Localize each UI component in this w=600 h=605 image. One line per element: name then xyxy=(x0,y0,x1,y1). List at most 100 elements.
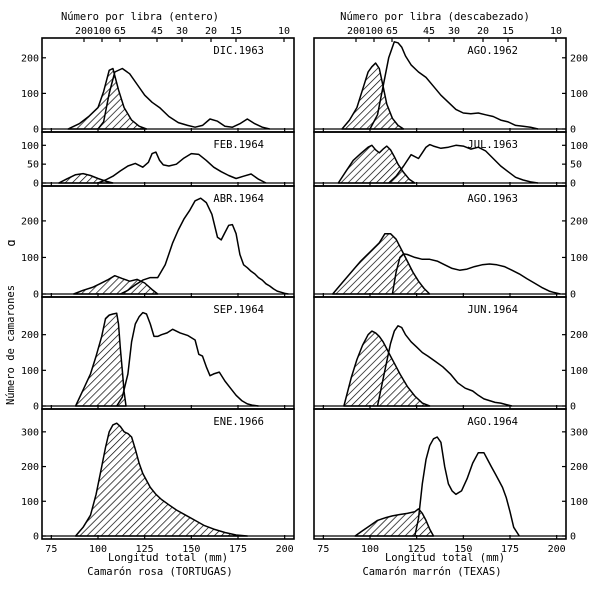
series-hatched-right-2 xyxy=(331,232,431,295)
left-species-label: Camarón rosa (TORTUGAS) xyxy=(87,566,232,578)
top-tick-label: 100 xyxy=(365,26,383,37)
panel-right-1: JUL.1963 0 50 100 xyxy=(313,131,588,190)
panel-right-2: AGO.1963 0 100 200 xyxy=(313,185,588,301)
left-marker: ɑ xyxy=(4,239,18,246)
y-tick-label: 200 xyxy=(21,330,39,341)
series-hatched-right-0 xyxy=(341,62,405,130)
y-tick-label: 0 xyxy=(33,179,39,190)
right-bottom-axis-label: Longitud total (mm) xyxy=(385,552,505,564)
series-hatched-right-4 xyxy=(354,508,435,537)
y-tick-label: 100 xyxy=(570,366,588,377)
right-top-axis-label: Número por libra (descabezado) xyxy=(340,11,530,23)
top-tick-label: 10 xyxy=(278,26,290,37)
panel-frame xyxy=(41,408,295,540)
y-tick-label: 200 xyxy=(21,53,39,64)
series-hatched-right-1 xyxy=(337,144,416,184)
y-tick-label: 100 xyxy=(570,141,588,152)
y-tick-label: 0 xyxy=(33,402,39,413)
series-open-right-2 xyxy=(391,253,561,295)
top-tick-label: 15 xyxy=(230,26,242,37)
panel-title: ENE.1966 xyxy=(213,416,264,428)
series-open-left-2 xyxy=(120,197,289,295)
panel-frame xyxy=(313,408,567,540)
x-tick-label: 75 xyxy=(317,544,329,555)
y-tick-label: 0 xyxy=(570,125,576,136)
y-tick-label: 200 xyxy=(570,462,588,473)
series-open-right-0 xyxy=(369,41,539,130)
left-top-axis-label: Número por libra (entero) xyxy=(61,11,219,23)
x-tick-label: 125 xyxy=(136,544,154,555)
y-tick-label: 50 xyxy=(27,160,39,171)
x-tick-label: 175 xyxy=(501,544,519,555)
panel-title: AGO.1964 xyxy=(467,416,518,428)
y-tick-label: 100 xyxy=(21,366,39,377)
y-tick-label: 0 xyxy=(33,290,39,301)
top-tick-label: 15 xyxy=(502,26,514,37)
panel-title: SEP.1964 xyxy=(213,304,264,316)
series-hatched-left-0 xyxy=(67,67,148,130)
top-tick-label: 200 xyxy=(347,26,365,37)
series-hatched-left-2 xyxy=(72,274,159,295)
top-tick-label: 45 xyxy=(151,26,163,37)
top-tick-label: 20 xyxy=(477,26,489,37)
y-tick-label: 300 xyxy=(21,427,39,438)
y-tick-label: 50 xyxy=(570,160,582,171)
series-open-left-3 xyxy=(116,311,259,407)
y-tick-label: 200 xyxy=(570,216,588,227)
x-tick-label: 150 xyxy=(454,544,472,555)
y-tick-label: 100 xyxy=(21,497,39,508)
x-tick-label: 125 xyxy=(408,544,426,555)
panel-right-3: JUN.1964 0 100 200 xyxy=(313,296,588,413)
y-tick-label: 200 xyxy=(570,330,588,341)
y-tick-label: 100 xyxy=(21,253,39,264)
panel-left-3: SEP.1964 0 100 200 xyxy=(21,296,295,413)
panel-title: DIC.1963 xyxy=(213,45,264,57)
y-tick-label: 200 xyxy=(570,53,588,64)
y-tick-label: 200 xyxy=(21,216,39,227)
top-tick-label: 200 xyxy=(75,26,93,37)
series-hatched-left-3 xyxy=(74,312,127,407)
right-species-label: Camarón marrón (TEXAS) xyxy=(362,566,501,578)
left-bottom-axis-label: Longitud total (mm) xyxy=(108,552,228,564)
top-tick-label: 10 xyxy=(550,26,562,37)
panel-left-4: ENE.1966 0 100 200 300 75 100 125 150 175 200 xyxy=(21,408,295,555)
panel-title: FEB.1964 xyxy=(213,139,264,151)
series-hatched-right-3 xyxy=(343,330,431,407)
x-tick-label: 75 xyxy=(45,544,57,555)
y-tick-label: 0 xyxy=(33,532,39,543)
x-tick-label: 200 xyxy=(548,544,566,555)
top-tick-label: 65 xyxy=(114,26,126,37)
top-tick-label: 100 xyxy=(93,26,111,37)
y-tick-label: 0 xyxy=(570,402,576,413)
y-tick-label: 0 xyxy=(570,532,576,543)
x-tick-label: 100 xyxy=(89,544,107,555)
y-tick-label: 100 xyxy=(21,89,39,100)
y-tick-label: 100 xyxy=(570,497,588,508)
top-tick-label: 30 xyxy=(176,26,188,37)
y-tick-label: 0 xyxy=(570,179,576,190)
series-open-left-1 xyxy=(97,151,267,184)
series-open-left-0 xyxy=(97,67,270,130)
y-tick-label: 300 xyxy=(570,427,588,438)
series-open-right-1 xyxy=(388,143,539,184)
panel-left-2: ABR.1964 0 100 200 xyxy=(21,185,295,301)
panel-title: JUL.1963 xyxy=(467,139,518,151)
y-axis-label: Número de camarones xyxy=(5,285,17,405)
x-tick-label: 200 xyxy=(276,544,294,555)
series-hatched-left-1 xyxy=(58,172,114,184)
y-tick-label: 0 xyxy=(33,125,39,136)
y-tick-label: 100 xyxy=(570,253,588,264)
panel-left-1: FEB.1964 0 50 100 xyxy=(21,131,295,190)
series-hatched-left-4 xyxy=(74,422,249,537)
panel-right-4: AGO.1964 0 100 200 300 75 100 125 150 175 200 xyxy=(313,408,588,555)
series-open-right-4 xyxy=(414,436,520,537)
panel-title: AGO.1963 xyxy=(467,193,518,205)
top-tick-label: 65 xyxy=(386,26,398,37)
y-tick-label: 100 xyxy=(21,141,39,152)
top-tick-label: 30 xyxy=(448,26,460,37)
panel-title: AGO.1962 xyxy=(467,45,518,57)
